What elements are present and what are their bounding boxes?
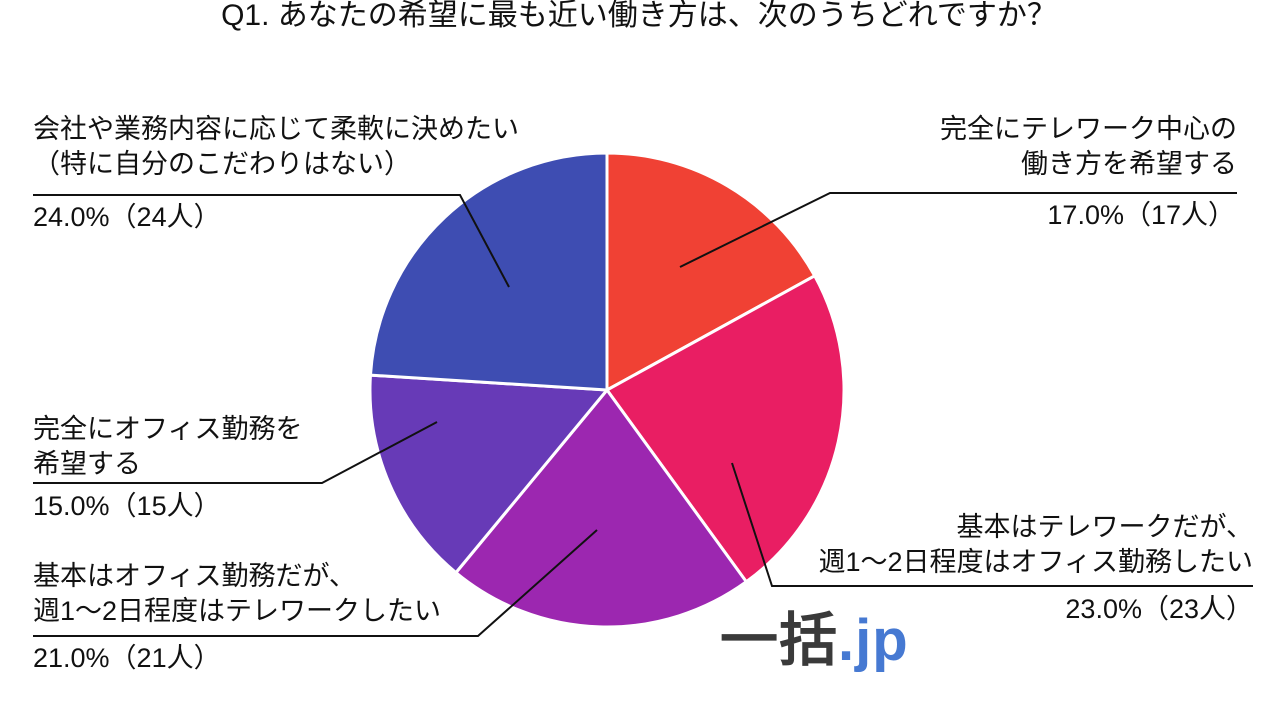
leader-line-flexible [33,194,510,288]
logo-text-main: 一括 [720,608,839,673]
callout-full-telework-value: 17.0%（17人） [1047,200,1235,230]
logo-text-suffix: .jp [838,608,909,673]
callout-flexible-line1: 会社や業務内容に応じて柔軟に決めたい [33,114,519,144]
callout-leader-lines [33,192,1253,637]
callout-flexible-line2: （特に自分のこだわりはない） [33,149,411,179]
pie-slices [368,151,846,629]
pie-slice-mostly-office [454,388,748,629]
pie-slice-mostly-telework [605,274,846,584]
pie-slice-full-telework [605,151,817,392]
callout-full-office-line2: 希望する [33,449,141,479]
callout-mostly-office-value: 21.0%（21人） [33,643,221,673]
callout-mostly-telework-value: 23.0%（23人） [1065,594,1253,624]
callout-full-office-value: 15.0%（15人） [33,491,221,521]
pie-slice-full-office [368,373,609,575]
chart-title: Q1. あなたの希望に最も近い働き方は、次のうちどれですか？ [221,0,1057,32]
callout-mostly-office-line1: 基本はオフィス勤務だが、 [33,561,356,591]
leader-line-mostly-office [33,529,598,637]
callout-mostly-office-line2: 週1～2日程度はテレワークしたい [33,596,442,626]
callout-full-telework-line2: 働き方を希望する [1021,149,1237,179]
callout-mostly-telework-line2: 週1～2日程度はオフィス勤務したい [818,547,1254,577]
callout-mostly-telework-line1: 基本はテレワークだが、 [956,512,1253,542]
callout-flexible-value: 24.0%（24人） [33,202,221,232]
leader-line-mostly-telework [731,462,1253,587]
ikkatsu-jp-logo: 一括.jp [720,612,909,670]
leader-line-full-office [33,421,438,484]
callout-full-telework-line1: 完全にテレワーク中心の [940,114,1237,144]
callout-full-office-line1: 完全にオフィス勤務を [33,414,303,444]
pie-slice-flexible [368,151,609,392]
leader-line-full-telework [679,192,1237,268]
